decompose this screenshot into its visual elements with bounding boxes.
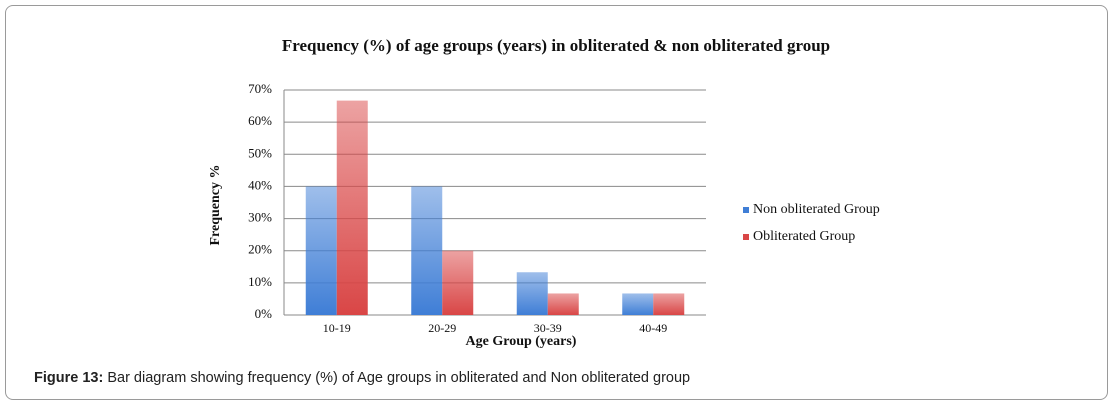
x-tick-label: 40-49: [639, 321, 667, 335]
x-tick-label: 20-29: [428, 321, 456, 335]
y-tick-label: 30%: [248, 210, 272, 225]
caption-text: Bar diagram showing frequency (%) of Age…: [107, 370, 691, 386]
legend-label: Obliterated Group: [753, 229, 855, 244]
y-tick-label: 50%: [248, 145, 272, 160]
bar: [336, 100, 368, 315]
bar: [442, 250, 474, 315]
y-tick-label: 0%: [255, 306, 273, 321]
y-tick-label: 40%: [248, 177, 272, 192]
y-tick-label: 10%: [248, 274, 272, 289]
bar: [547, 293, 579, 315]
chart: Age Group (years) Frequency % 0% 10% 20% 30…: [191, 20, 923, 355]
bar: [305, 186, 337, 315]
caption-label: Figure 13:: [34, 370, 104, 386]
chart-title: Frequency (%) of age groups (years) in o…: [281, 36, 831, 55]
x-axis-label: Age Group (years): [466, 334, 577, 349]
bar: [516, 272, 548, 315]
y-tick-label: 60%: [248, 113, 272, 128]
x-tick-label: 30-39: [534, 321, 562, 335]
y-tick-label: 70%: [248, 81, 272, 96]
x-tick-label: 10-19: [323, 321, 351, 335]
legend-swatch: [743, 234, 749, 240]
y-tick-label: 20%: [248, 242, 272, 257]
legend-label: Non obliterated Group: [753, 202, 880, 217]
legend-swatch: [743, 207, 749, 213]
y-axis-label: Frequency %: [208, 164, 223, 245]
bar: [411, 186, 443, 315]
bar: [622, 293, 654, 315]
caption: Figure 13: Bar diagram showing frequency…: [34, 370, 690, 386]
bar: [653, 293, 685, 315]
figure-box: Age Group (years) Frequency % 0% 10% 20% 30…: [5, 5, 1108, 400]
